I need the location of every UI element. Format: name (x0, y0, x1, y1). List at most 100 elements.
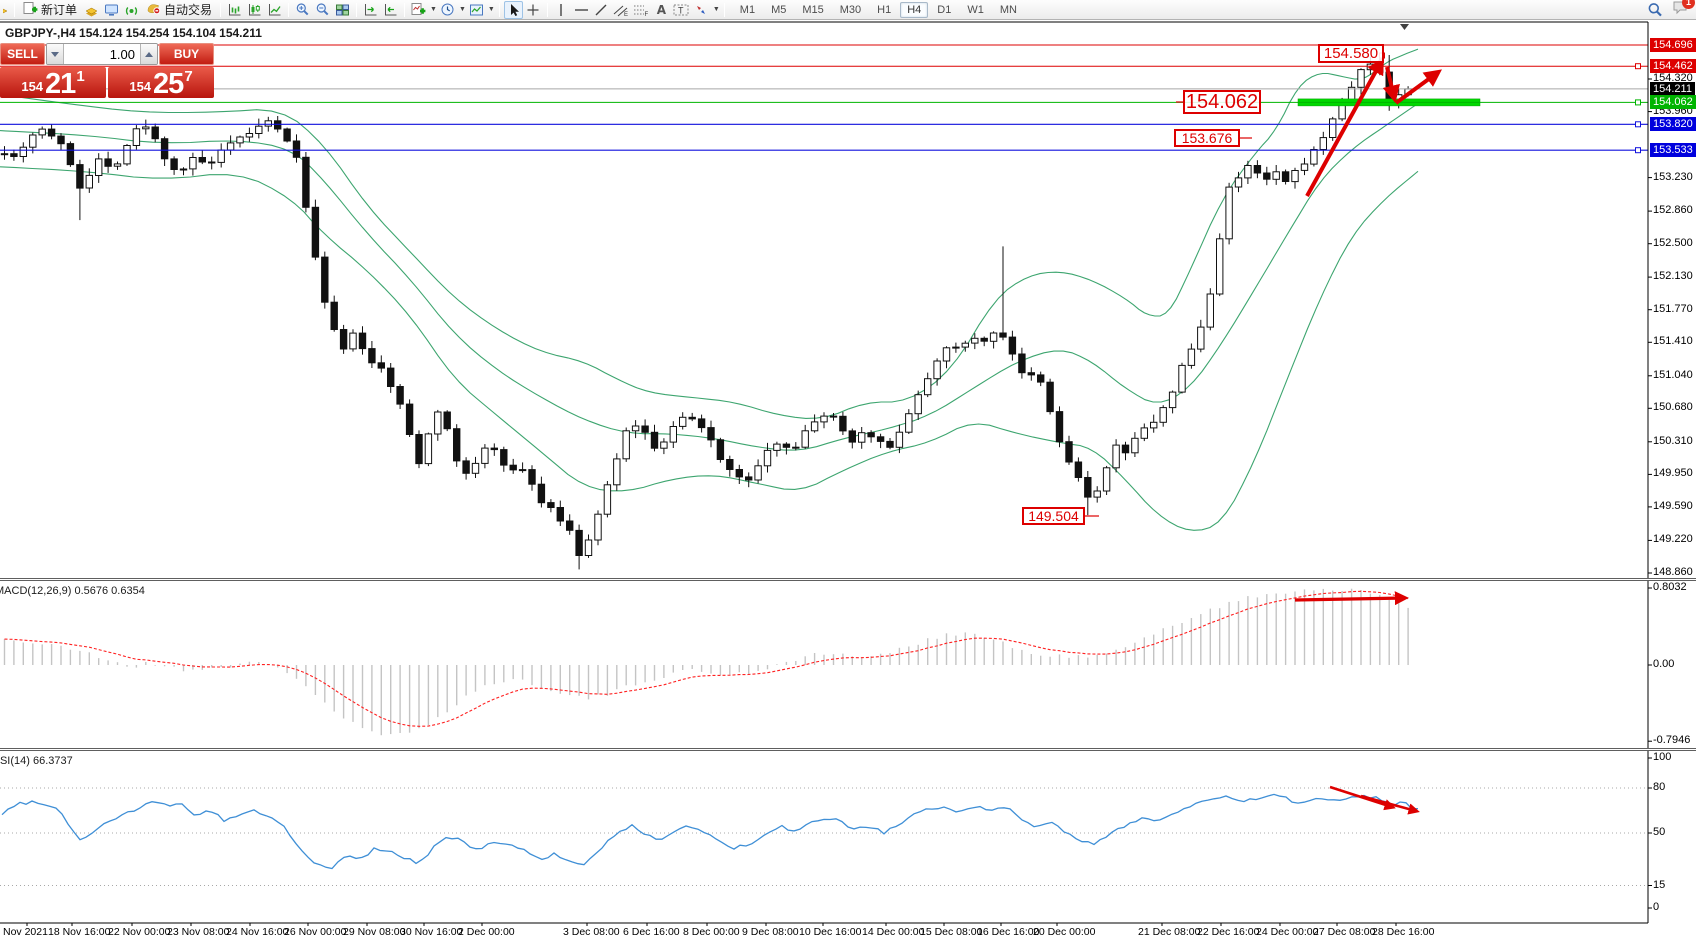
timeframe-MN[interactable]: MN (993, 2, 1024, 18)
timeframe-M1[interactable]: M1 (733, 2, 762, 18)
crosshair-icon[interactable] (524, 1, 543, 19)
toolbar-separator (546, 2, 548, 17)
new-order-icon (23, 1, 38, 19)
sell-price-prefix: 154 (21, 79, 44, 94)
profiles-icon[interactable] (82, 1, 101, 19)
price-tick: 151.040 (1653, 368, 1693, 381)
arrows-dropdown-caret[interactable]: ▼ (712, 6, 720, 13)
price-annotation[interactable]: 154.062 (1183, 90, 1261, 114)
zoom-in-icon[interactable] (293, 1, 312, 19)
date-label: 26 Nov 00:00 (284, 926, 347, 938)
fibonacci-icon[interactable]: F (632, 1, 651, 19)
sell-price-box[interactable]: 154 21 1 (0, 67, 106, 100)
price-tick: 151.410 (1653, 335, 1693, 348)
toolbar-separator (404, 2, 406, 17)
candlestick-chart-icon[interactable] (245, 1, 264, 19)
new-order-label: 新订单 (41, 3, 78, 17)
text-icon[interactable]: A (656, 2, 666, 17)
pane-separator[interactable] (0, 578, 1696, 581)
date-label: 23 Nov 08:00 (167, 926, 230, 938)
vertical-line-icon[interactable] (552, 1, 571, 19)
sell-price-main: 21 (45, 68, 76, 100)
auto-scroll-icon[interactable] (361, 1, 380, 19)
toolbar-separator (356, 2, 358, 17)
toolbar-separator (220, 2, 222, 17)
date-label: 27 Dec 08:00 (1313, 926, 1376, 938)
timeframe-H4[interactable]: H4 (900, 1, 929, 18)
toolbar-separator (14, 2, 15, 17)
timeframe-D1[interactable]: D1 (930, 2, 958, 18)
templates-icon[interactable] (467, 1, 486, 19)
date-label: 14 Dec 00:00 (862, 926, 925, 938)
date-label: 20 Dec 00:00 (1033, 926, 1096, 938)
price-annotation[interactable]: 153.676 (1174, 129, 1240, 147)
line-chart-icon[interactable] (265, 1, 284, 19)
search-icon[interactable] (1645, 1, 1664, 19)
date-label: 22 Dec 16:00 (1197, 926, 1260, 938)
price-tick: 152.500 (1653, 236, 1693, 249)
svg-text:F: F (645, 12, 649, 17)
cursor-icon[interactable] (503, 0, 523, 19)
clipped-toolbar-icon[interactable] (2, 1, 10, 19)
timeframe-M15[interactable]: M15 (795, 2, 830, 18)
date-label: 21 Dec 08:00 (1138, 926, 1201, 938)
chart-shift-icon[interactable] (381, 1, 400, 19)
volume-input[interactable] (64, 44, 140, 64)
new-order-button[interactable]: 新订单 (19, 1, 81, 19)
price-tick: 150.310 (1653, 434, 1693, 447)
timeframe-toolbar: M1 M5 M15 M30 H1 H4 D1 W1 MN (733, 1, 1024, 18)
equidistant-channel-icon[interactable]: E (612, 1, 631, 19)
rsi-tick: 50 (1653, 826, 1666, 838)
text-label-icon[interactable]: T (672, 1, 691, 19)
price-badge: 154.696 (1650, 38, 1696, 52)
tile-windows-icon[interactable] (333, 1, 352, 19)
date-label: 28 Dec 16:00 (1372, 926, 1435, 938)
notifications-chat[interactable]: 1 (1672, 0, 1695, 20)
buy-button[interactable]: BUY (159, 43, 214, 65)
bar-chart-icon[interactable] (225, 1, 244, 19)
buy-price-prefix: 154 (129, 79, 152, 94)
periods-dropdown-caret[interactable]: ▼ (458, 6, 466, 13)
price-badge: 154.211 (1650, 81, 1695, 96)
arrows-icon[interactable] (692, 1, 711, 19)
timeframe-H1[interactable]: H1 (870, 2, 898, 18)
zoom-out-icon[interactable] (313, 1, 332, 19)
price-tick: 154.320 (1653, 72, 1693, 85)
date-label: 24 Dec 00:00 (1256, 926, 1319, 938)
price-annotation[interactable]: 154.580 (1318, 44, 1384, 63)
timeframe-W1[interactable]: W1 (960, 2, 991, 18)
timeframe-M30[interactable]: M30 (833, 2, 868, 18)
timeframe-M5[interactable]: M5 (764, 2, 793, 18)
buy-price-box[interactable]: 154 25 7 (108, 67, 214, 99)
periods-icon[interactable] (438, 1, 457, 19)
rsi-tick: 80 (1653, 781, 1666, 793)
rsi-tick: 100 (1653, 751, 1672, 763)
price-annotation[interactable]: 149.504 (1022, 507, 1085, 525)
buy-price-sup: 7 (184, 68, 193, 85)
top-toolbar: 新订单 自动交易 ▼ ▼ ▼ E F A T ▼ M1 M5 M15 M30 H1 H4 D… (0, 0, 1696, 20)
volume-increase-button[interactable] (140, 44, 157, 64)
date-label: 22 Nov 00:00 (108, 926, 171, 938)
indicators-icon[interactable] (409, 1, 428, 19)
terminal-icon[interactable] (102, 1, 121, 19)
date-label: 8 Dec 00:00 (683, 926, 740, 938)
svg-text:E: E (624, 12, 628, 17)
trendline-icon[interactable] (592, 1, 611, 19)
pane-separator[interactable] (0, 748, 1696, 751)
date-label: 2 Dec 00:00 (458, 926, 515, 938)
templates-dropdown-caret[interactable]: ▼ (487, 6, 495, 13)
price-tick: 153.230 (1653, 170, 1693, 183)
signals-icon[interactable] (122, 1, 141, 19)
auto-trading-button[interactable]: 自动交易 (142, 1, 216, 19)
volume-decrease-button[interactable] (47, 44, 64, 64)
toolbar-separator (288, 2, 290, 17)
rsi-label: RSI(14) 66.3737 (0, 755, 73, 767)
date-label: 9 Dec 08:00 (742, 926, 799, 938)
sell-button[interactable]: SELL (0, 43, 45, 65)
horizontal-line-icon[interactable] (572, 1, 591, 19)
svg-text:T: T (678, 5, 684, 15)
indicators-dropdown-caret[interactable]: ▼ (430, 6, 437, 13)
volume-stepper (46, 43, 158, 65)
